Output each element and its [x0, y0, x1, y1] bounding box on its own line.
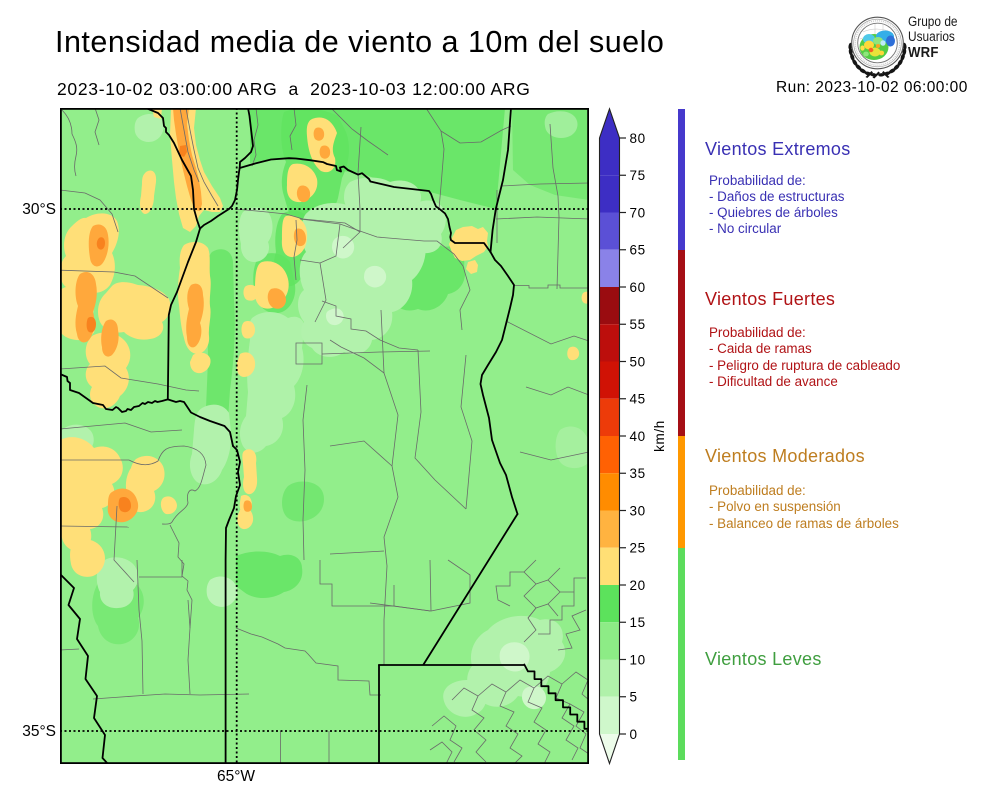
svg-text:30: 30 — [630, 503, 646, 518]
svg-text:15: 15 — [630, 615, 646, 630]
svg-text:70: 70 — [630, 205, 646, 220]
svg-text:10: 10 — [630, 652, 646, 667]
svg-text:45: 45 — [630, 392, 646, 407]
svg-text:20: 20 — [630, 578, 646, 593]
svg-text:75: 75 — [630, 168, 646, 183]
svg-text:0: 0 — [630, 727, 638, 742]
svg-text:5: 5 — [630, 690, 638, 705]
svg-text:80: 80 — [630, 131, 646, 146]
svg-text:25: 25 — [630, 541, 646, 556]
svg-text:60: 60 — [630, 280, 646, 295]
svg-text:55: 55 — [630, 317, 646, 332]
svg-text:35: 35 — [630, 466, 646, 481]
svg-text:50: 50 — [630, 354, 646, 369]
svg-text:km/h: km/h — [652, 420, 667, 452]
svg-text:40: 40 — [630, 429, 646, 444]
svg-text:65: 65 — [630, 243, 646, 258]
